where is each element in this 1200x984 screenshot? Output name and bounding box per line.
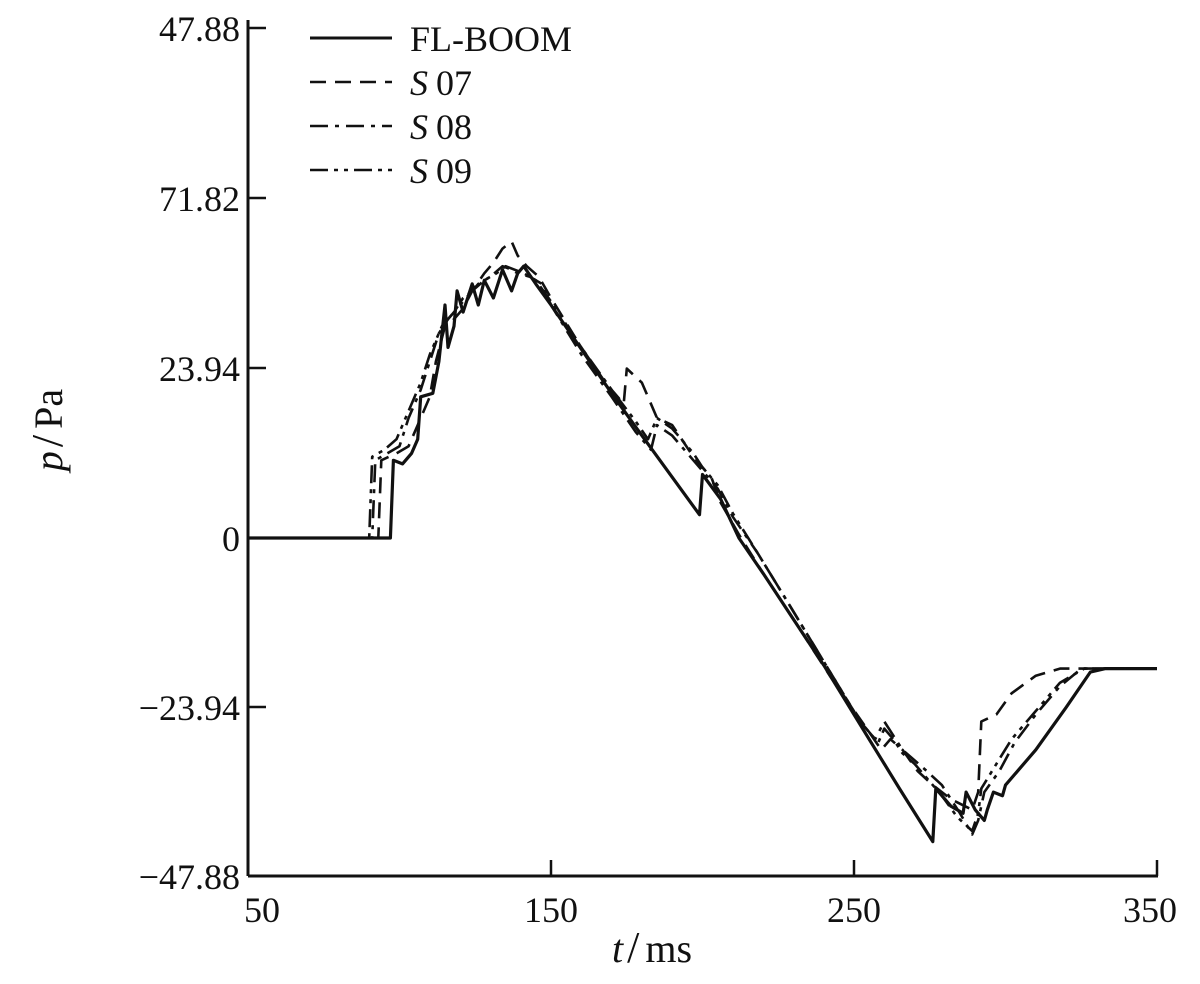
y-ticks: 47.88 71.82 23.94 0 −23.94 −47.88 <box>139 9 266 897</box>
x-axis-title: t/ms <box>612 923 692 972</box>
series-line-3 <box>248 264 1157 836</box>
x-axis-slash: / <box>627 923 640 972</box>
legend-label-1: FL-BOOM <box>410 19 572 59</box>
legend-label-4: S 09 <box>410 151 472 191</box>
x-tick-label: 250 <box>827 890 881 930</box>
y-tick-label: 0 <box>222 519 240 559</box>
x-tick-label: 150 <box>524 890 578 930</box>
legend-label-2: S 07 <box>410 63 472 103</box>
y-axis-slash: / <box>23 434 72 447</box>
x-axis-var: t <box>612 926 624 971</box>
y-tick-label: −47.88 <box>139 857 240 897</box>
y-axis-var: p <box>26 451 71 474</box>
x-axis-unit: ms <box>645 926 692 971</box>
series-line-4 <box>248 264 1157 833</box>
y-tick-label: −23.94 <box>139 688 240 728</box>
legend-label-3: S 08 <box>410 107 472 147</box>
y-axis-title: p / Pa <box>23 389 72 474</box>
y-axis-unit: Pa <box>26 389 71 429</box>
y-tick-label: 23.94 <box>159 349 240 389</box>
series-lines <box>248 240 1157 844</box>
x-tick-label: 50 <box>244 890 280 930</box>
x-tick-label: 350 <box>1123 890 1177 930</box>
series-line-1 <box>248 264 1157 844</box>
x-ticks: 50 150 250 350 <box>244 860 1177 930</box>
series-line-2 <box>248 240 1157 812</box>
y-tick-label: 71.82 <box>159 179 240 219</box>
plot-area <box>246 20 1158 878</box>
y-tick-label: 47.88 <box>159 9 240 49</box>
